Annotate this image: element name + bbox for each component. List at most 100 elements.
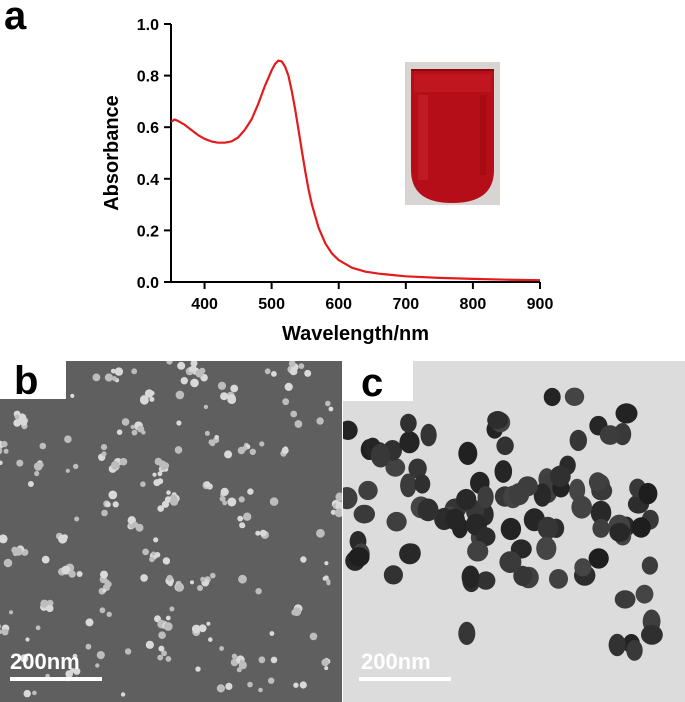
plot-layer: 0.0 0.2 0.4 0.6 0.8 1.0 400 500 600 700 800 900 Wave…: [101, 17, 553, 345]
tem-particle: [343, 487, 358, 510]
sem-particle: [105, 581, 112, 588]
tem-particle: [537, 516, 558, 540]
sem-particle: [177, 361, 186, 370]
label-backdrop-c: [343, 361, 413, 401]
sem-particle: [157, 478, 164, 485]
sem-particle: [137, 425, 145, 433]
sem-particle: [299, 681, 307, 689]
sem-particle: [335, 492, 342, 502]
sem-particle: [152, 472, 157, 477]
sem-particle: [247, 681, 253, 688]
tem-particle: [638, 482, 658, 505]
sem-particle: [110, 368, 116, 374]
sem-particle: [101, 451, 107, 457]
panel-label-a: a: [4, 0, 27, 38]
sem-particle: [200, 576, 206, 582]
y-tick-label: 0.0: [137, 275, 159, 292]
x-axis-label: Wavelength/nm: [282, 323, 429, 345]
sem-particle: [74, 516, 80, 522]
sem-particle: [121, 418, 130, 426]
sem-particle: [120, 460, 126, 465]
sem-particle: [100, 570, 108, 579]
sem-particle: [328, 406, 334, 412]
sem-particle: [289, 367, 298, 376]
sem-particle: [73, 463, 79, 470]
sem-particle: [217, 381, 227, 390]
sem-particle: [208, 637, 213, 642]
label-backdrop-b: [0, 361, 66, 399]
sem-particle: [149, 556, 155, 563]
sem-particle: [195, 666, 201, 672]
sem-particle: [16, 459, 24, 467]
tem-particle: [499, 551, 522, 573]
x-tick-label: 900: [527, 296, 554, 313]
sem-particle: [14, 414, 20, 420]
sem-particle: [324, 666, 329, 671]
tem-particle: [508, 483, 530, 506]
tem-particle: [590, 500, 612, 525]
tem-particle: [571, 495, 592, 519]
sem-particle: [316, 417, 324, 425]
sem-particle: [110, 460, 120, 470]
sem-particle: [130, 424, 135, 430]
tem-particle: [458, 621, 476, 645]
sem-particle: [162, 462, 170, 469]
scale-bar-c: [359, 677, 451, 681]
tem-particle: [608, 633, 626, 657]
sem-particle: [269, 631, 275, 636]
sem-particle: [102, 588, 107, 593]
sem-particle: [282, 398, 290, 406]
sem-particle: [243, 512, 252, 521]
sem-particle: [85, 618, 94, 627]
sem-particle: [32, 690, 37, 696]
tem-particle: [400, 413, 417, 433]
sem-particle: [167, 581, 173, 587]
tem-particle: [476, 571, 496, 590]
sem-image: b 200nm: [0, 361, 342, 702]
sem-particle: [164, 496, 172, 503]
tem-particle: [574, 558, 592, 577]
sem-particle: [140, 395, 149, 405]
sem-particle: [0, 629, 3, 635]
tem-image: c 200nm: [343, 361, 685, 702]
sem-particle: [324, 561, 329, 566]
sem-particle: [64, 435, 72, 443]
sem-particle: [255, 588, 262, 595]
tem-particle: [385, 458, 406, 477]
sem-particle: [224, 450, 233, 459]
sem-particle: [288, 361, 296, 367]
sem-particle: [255, 530, 261, 536]
sem-particle: [149, 396, 155, 402]
absorbance-chart: 0.0 0.2 0.4 0.6 0.8 1.0 400 500 600 700 800 900 Wave…: [101, 17, 553, 345]
sem-particle: [237, 446, 246, 455]
tem-particle: [467, 540, 489, 562]
sem-particle: [326, 578, 331, 584]
sem-particle: [198, 624, 207, 633]
sem-particle: [1, 628, 9, 636]
sem-particle: [268, 677, 275, 684]
scale-bar-label-c: 200nm: [361, 649, 431, 674]
sem-particle: [227, 395, 237, 404]
tem-particle: [626, 639, 643, 661]
sem-particle: [249, 448, 256, 455]
sem-particle: [76, 571, 83, 577]
y-tick-label: 0.2: [137, 223, 159, 240]
tem-particle: [417, 498, 439, 522]
sem-particle: [70, 393, 75, 398]
sem-particle: [116, 429, 123, 435]
sem-particle: [0, 534, 8, 544]
sem-particle: [283, 446, 288, 452]
sem-particle: [169, 497, 179, 506]
sem-particle: [216, 684, 225, 693]
sem-particle: [290, 410, 298, 418]
sem-particle: [73, 669, 79, 675]
tem-particle: [588, 472, 607, 492]
tem-particle: [641, 556, 658, 575]
tem-particle: [358, 480, 378, 501]
sem-particle: [40, 599, 49, 608]
sem-particle: [175, 582, 185, 592]
y-tick-label: 1.0: [137, 17, 159, 34]
sem-particle: [161, 650, 168, 657]
sem-particle: [204, 481, 211, 488]
sem-particle: [304, 369, 312, 377]
